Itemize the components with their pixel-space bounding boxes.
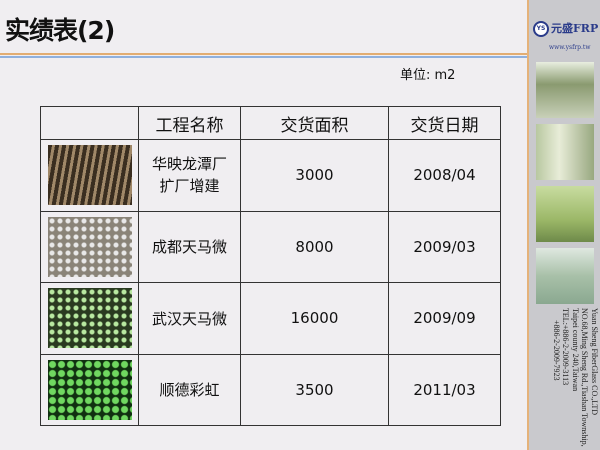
table-row: 成都天马微 8000 2009/03 [40, 210, 501, 283]
ys-logo-icon: YS [533, 21, 549, 37]
unit-label: 单位: m2 [400, 68, 456, 83]
area: 8000 [240, 210, 389, 283]
project-name: 华映龙潭厂扩厂增建 [138, 139, 241, 212]
area: 16000 [240, 282, 389, 355]
photo-cell [40, 210, 139, 283]
address-line: TEL:+886-2-2009-3113 [561, 308, 571, 386]
address-line: NO.68,Ming Sheng Rd.,Tiashan Township, [580, 308, 590, 447]
side-photo-4 [536, 248, 594, 304]
table-row: 华映龙潭厂扩厂增建 3000 2008/04 [40, 139, 501, 212]
header-photo [40, 106, 139, 140]
date: 2008/04 [388, 139, 501, 212]
date: 2009/09 [388, 282, 501, 355]
table-header: 工程名称 交货面积 交货日期 [40, 106, 501, 140]
project-name-text: 华映龙潭厂扩厂增建 [151, 155, 227, 196]
date: 2009/03 [388, 210, 501, 283]
company-logo: YS 元盛FRP [533, 20, 598, 38]
area: 3000 [240, 139, 389, 212]
title-rule-blue [0, 56, 527, 58]
area: 3500 [240, 353, 389, 426]
date: 2011/03 [388, 353, 501, 426]
brand-url: www.ysfrp.tw [549, 44, 591, 51]
header-project: 工程名称 [138, 106, 241, 140]
delivery-table: 工程名称 交货面积 交货日期 华映龙潭厂扩厂增建 3000 2008/04 成都… [40, 106, 501, 426]
project-name: 武汉天马微 [138, 282, 241, 355]
table-row: 武汉天马微 16000 2009/09 [40, 282, 501, 355]
address-line: Yuan Sheng FiberGlass CO.,LTD [590, 308, 599, 416]
title-rule-orange [0, 53, 527, 55]
header-area: 交货面积 [240, 106, 389, 140]
photo-cell [40, 139, 139, 212]
project-name: 成都天马微 [138, 210, 241, 283]
table-row: 顺德彩虹 3500 2011/03 [40, 353, 501, 426]
project-photo [47, 359, 132, 420]
project-photo [47, 216, 132, 277]
side-panel: YS 元盛FRP www.ysfrp.tw Yuan Sheng FiberGl… [527, 0, 600, 450]
brand-name: 元盛FRP [551, 22, 599, 35]
address-line: +886-2-2009-7923 [552, 320, 561, 381]
photo-cell [40, 282, 139, 355]
photo-cell [40, 353, 139, 426]
header-date: 交货日期 [388, 106, 501, 140]
slide-title: 实绩表(2) [5, 16, 115, 45]
address-line: Taipei county 240,Taiwan [571, 308, 580, 392]
project-photo [47, 288, 132, 349]
side-photo-1 [536, 62, 594, 118]
project-name: 顺德彩虹 [138, 353, 241, 426]
company-address: Yuan Sheng FiberGlass CO.,LTD NO.68,Ming… [552, 308, 599, 447]
side-photo-3 [536, 186, 594, 242]
side-photo-2 [536, 124, 594, 180]
project-photo [47, 145, 132, 206]
